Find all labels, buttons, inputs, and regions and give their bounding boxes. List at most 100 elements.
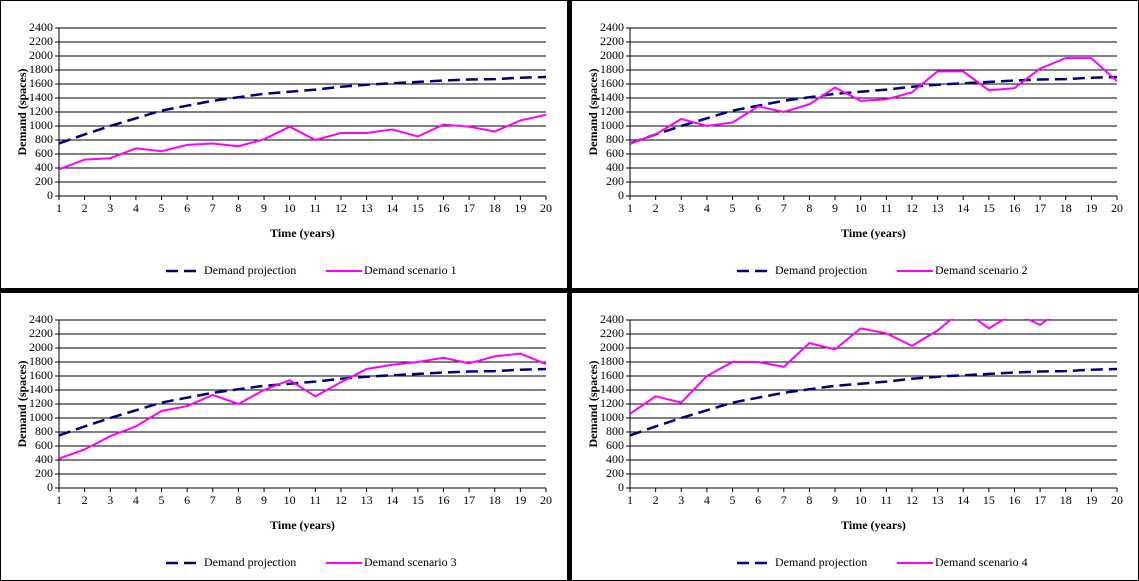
y-axis-label: Demand (spaces): [586, 361, 600, 448]
legend-label: Demand scenario 4: [935, 555, 1028, 569]
x-tick-label: 7: [781, 201, 787, 215]
y-tick-label: 400: [606, 452, 624, 466]
y-tick-label: 0: [618, 480, 624, 494]
x-tick-label: 5: [730, 493, 736, 507]
y-tick-label: 2200: [600, 326, 624, 340]
y-tick-label: 1400: [29, 382, 53, 396]
x-tick-label: 5: [730, 201, 736, 215]
y-tick-label: 200: [606, 174, 624, 188]
x-tick-label: 20: [1111, 493, 1123, 507]
x-tick-label: 3: [678, 201, 684, 215]
x-tick-label: 12: [906, 201, 918, 215]
x-tick-label: 17: [1034, 201, 1046, 215]
x-tick-label: 16: [437, 201, 449, 215]
x-tick-label: 8: [806, 201, 812, 215]
y-tick-label: 400: [35, 452, 53, 466]
y-tick-label: 1600: [600, 76, 624, 90]
x-tick-label: 16: [437, 493, 449, 507]
y-tick-label: 2000: [600, 340, 624, 354]
y-axis-label: Demand (spaces): [586, 69, 600, 156]
chart-panel: 0200400600800100012001400160018002000220…: [1, 1, 567, 288]
y-tick-label: 1000: [29, 410, 53, 424]
x-tick-label: 14: [957, 201, 969, 215]
x-tick-label: 13: [932, 201, 944, 215]
x-tick-label: 11: [310, 201, 322, 215]
x-axis-label: Time (years): [841, 226, 906, 240]
x-tick-label: 1: [56, 493, 62, 507]
x-tick-label: 14: [386, 493, 398, 507]
x-tick-label: 9: [832, 201, 838, 215]
y-tick-label: 1600: [600, 368, 624, 382]
x-tick-label: 10: [284, 201, 296, 215]
x-tick-label: 15: [983, 493, 995, 507]
y-axis-label: Demand (spaces): [15, 361, 29, 448]
x-tick-label: 9: [832, 493, 838, 507]
x-tick-label: 13: [361, 201, 373, 215]
x-tick-label: 18: [1060, 201, 1072, 215]
legend-label: Demand scenario 3: [364, 555, 457, 569]
x-tick-label: 8: [806, 493, 812, 507]
y-axis-label: Demand (spaces): [15, 69, 29, 156]
x-tick-label: 15: [412, 493, 424, 507]
x-axis-label: Time (years): [270, 226, 335, 240]
x-tick-label: 11: [310, 493, 322, 507]
x-tick-label: 2: [653, 201, 659, 215]
x-tick-label: 19: [1085, 201, 1097, 215]
y-tick-label: 1600: [29, 368, 53, 382]
x-tick-label: 12: [335, 493, 347, 507]
chart-panel: 0200400600800100012001400160018002000220…: [572, 1, 1138, 288]
x-tick-label: 13: [932, 493, 944, 507]
line-series: [59, 352, 546, 460]
y-tick-label: 2400: [600, 312, 624, 326]
x-tick-label: 19: [1085, 493, 1097, 507]
x-tick-label: 11: [881, 493, 893, 507]
x-tick-label: 17: [463, 493, 475, 507]
y-tick-label: 1800: [600, 62, 624, 76]
y-tick-label: 2200: [600, 34, 624, 48]
x-tick-label: 3: [107, 201, 113, 215]
x-tick-label: 15: [983, 201, 995, 215]
x-tick-label: 9: [261, 493, 267, 507]
x-tick-label: 2: [82, 201, 88, 215]
x-tick-label: 14: [957, 493, 969, 507]
y-tick-label: 2400: [29, 20, 53, 34]
y-tick-label: 200: [606, 466, 624, 480]
x-tick-label: 2: [653, 493, 659, 507]
y-tick-label: 2200: [29, 326, 53, 340]
y-tick-label: 600: [606, 146, 624, 160]
y-tick-label: 2400: [29, 312, 53, 326]
y-tick-label: 400: [35, 160, 53, 174]
y-tick-label: 2200: [29, 34, 53, 48]
y-tick-label: 600: [606, 438, 624, 452]
legend-label: Demand scenario 1: [364, 263, 457, 277]
y-tick-label: 1400: [29, 90, 53, 104]
x-tick-label: 18: [489, 493, 501, 507]
x-tick-label: 12: [335, 201, 347, 215]
x-tick-label: 7: [210, 201, 216, 215]
x-tick-label: 9: [261, 201, 267, 215]
x-tick-label: 1: [627, 201, 633, 215]
x-tick-label: 16: [1008, 493, 1020, 507]
x-tick-label: 3: [678, 493, 684, 507]
y-tick-label: 400: [606, 160, 624, 174]
panel-background: [1, 1, 567, 288]
y-tick-label: 1600: [29, 76, 53, 90]
y-tick-label: 600: [35, 438, 53, 452]
y-tick-label: 1800: [29, 62, 53, 76]
line-series: [59, 113, 546, 171]
x-tick-label: 4: [704, 201, 710, 215]
y-tick-label: 0: [47, 188, 53, 202]
y-tick-label: 2000: [29, 48, 53, 62]
x-tick-label: 17: [1034, 493, 1046, 507]
x-tick-label: 1: [56, 201, 62, 215]
x-tick-label: 19: [514, 201, 526, 215]
y-tick-label: 800: [35, 132, 53, 146]
x-tick-label: 3: [107, 493, 113, 507]
x-tick-label: 12: [906, 493, 918, 507]
y-tick-label: 600: [35, 146, 53, 160]
x-axis-label: Time (years): [841, 518, 906, 532]
y-tick-label: 0: [618, 188, 624, 202]
x-tick-label: 14: [386, 201, 398, 215]
x-tick-label: 1: [627, 493, 633, 507]
